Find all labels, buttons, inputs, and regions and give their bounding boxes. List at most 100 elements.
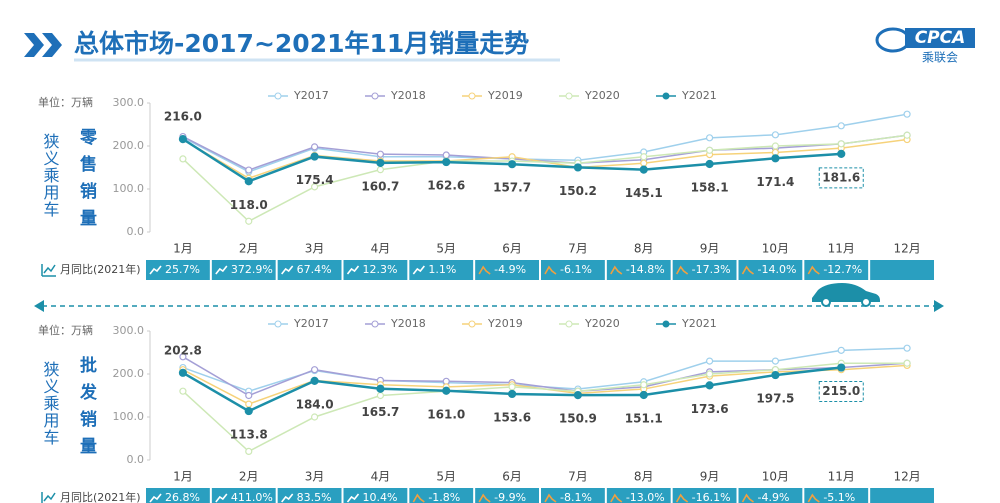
yoy-cell [475, 488, 539, 503]
data-label: 145.1 [625, 186, 663, 200]
data-label: 151.1 [625, 412, 663, 426]
yoy-trend-icon [478, 265, 491, 275]
series-point [310, 413, 319, 421]
series-point [442, 386, 451, 395]
data-label: 171.4 [756, 175, 794, 189]
yoy-trend-icon [741, 493, 754, 503]
side-label: 狭义乘用车 [41, 133, 60, 218]
series-point [507, 389, 517, 399]
x-tick-label: 7月 [568, 242, 588, 256]
legend-label: Y2021 [681, 89, 717, 102]
yoy-trend-icon [281, 265, 294, 275]
data-label: 184.0 [296, 397, 334, 411]
yoy-icon [41, 492, 56, 503]
yoy-cell [409, 260, 474, 280]
yoy-cell [804, 260, 869, 280]
series-line [182, 134, 908, 223]
series-point [179, 155, 187, 163]
series-point [903, 131, 911, 139]
yoy-value: -1.8% [428, 491, 460, 503]
unit-label: 单位：万辆 [38, 95, 93, 109]
legend-label: Y2020 [584, 317, 620, 330]
legend-marker [371, 320, 379, 328]
data-label: 165.7 [361, 405, 399, 419]
data-label: 113.8 [230, 428, 268, 442]
y-tick-label: 0.0 [127, 225, 145, 238]
yoy-cell [672, 260, 737, 280]
x-tick-label: 7月 [568, 470, 588, 484]
yoy-trend-icon [215, 265, 228, 275]
x-tick-label: 1月 [173, 242, 193, 256]
series-point [640, 381, 648, 389]
yoy-trend-icon [149, 265, 162, 275]
yoy-trend-icon [346, 265, 360, 275]
x-tick-label: 4月 [371, 470, 391, 484]
logo-box [905, 28, 975, 48]
yoy-value: -14.8% [626, 263, 665, 276]
x-tick-label: 11月 [828, 470, 855, 484]
legend-label: Y2018 [390, 317, 426, 330]
series-point [705, 146, 714, 154]
data-label: 215.0 [822, 384, 860, 398]
yoy-cell [738, 260, 803, 280]
unit-label: 单位：万辆 [38, 323, 93, 337]
x-tick-label: 8月 [634, 470, 654, 484]
data-label: 173.6 [691, 402, 729, 416]
x-tick-label: 2月 [239, 470, 259, 484]
series-point [244, 406, 253, 416]
yoy-trend-icon [544, 493, 557, 503]
yoy-cell [211, 488, 276, 503]
x-tick-label: 3月 [305, 242, 325, 256]
yoy-trend-icon [412, 265, 425, 275]
series-point [705, 134, 714, 142]
title-icon [24, 33, 62, 57]
data-label: 162.6 [427, 179, 465, 193]
y-tick-label: 100.0 [113, 182, 145, 195]
yoy-trend-icon [215, 493, 228, 503]
data-label: 153.6 [493, 410, 531, 424]
divider [34, 283, 944, 312]
x-tick-label: 12月 [893, 470, 920, 484]
legend-marker [274, 320, 282, 328]
x-tick-label: 10月 [762, 470, 789, 484]
series-point [705, 370, 714, 378]
series-point [245, 217, 253, 225]
x-tick-label: 12月 [893, 242, 920, 256]
yoy-trend-icon [346, 493, 360, 503]
yoy-trend-icon [807, 493, 820, 503]
series-point [310, 366, 319, 374]
yoy-value: -9.9% [494, 491, 526, 503]
yoy-trend-icon [741, 265, 754, 275]
yoy-value: -12.7% [823, 263, 862, 276]
yoy-trend-icon [807, 265, 820, 275]
yoy-value: -4.9% [494, 263, 526, 276]
yoy-cell [606, 260, 671, 280]
data-label: 216.0 [164, 110, 202, 124]
legend-marker [468, 320, 476, 328]
yoy-cell [870, 260, 934, 280]
x-tick-label: 11月 [828, 242, 855, 256]
legend-label: Y2017 [293, 89, 329, 102]
logo-text: CPCA [915, 28, 966, 48]
series-point [245, 391, 253, 400]
side-label: 狭义乘用车 [41, 361, 60, 446]
x-tick-label: 6月 [502, 470, 522, 484]
yoy-trend-icon [412, 493, 425, 503]
y-tick-label: 200.0 [113, 367, 145, 380]
series-point [771, 370, 780, 380]
series-point [179, 387, 187, 395]
series-point [178, 368, 188, 377]
y-tick-label: 0.0 [127, 453, 145, 466]
yoy-cell [738, 488, 803, 503]
yoy-cell [211, 260, 276, 280]
legend-label: Y2019 [487, 317, 523, 330]
series-line [182, 113, 908, 173]
series-point [837, 363, 846, 372]
x-tick-label: 8月 [634, 242, 654, 256]
x-tick-label: 2月 [239, 242, 259, 256]
yoy-trend-icon [675, 265, 689, 275]
series-point [310, 183, 319, 191]
series-point [310, 376, 319, 385]
data-label: 158.1 [691, 181, 729, 195]
series-point [442, 151, 450, 159]
